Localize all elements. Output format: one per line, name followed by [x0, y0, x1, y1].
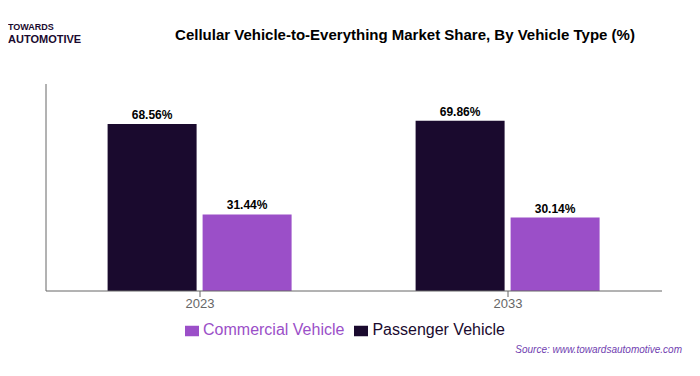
html-text:Commercial Vehicle: Commercial Vehicle [203, 321, 345, 338]
html-text:Cellular Vehicle-to-Everything: Cellular Vehicle-to-Everything Market Sh… [175, 25, 635, 43]
html-text:AUTOMOTIVE: AUTOMOTIVE [8, 32, 82, 45]
svg-text:2023: 2023 [186, 296, 215, 311]
html-text:Passenger Vehicle: Passenger Vehicle [372, 321, 505, 338]
svg-text:69.86%: 69.86% [440, 105, 481, 119]
svg-text:31.44%: 31.44% [227, 198, 268, 212]
svg-text:68.56%: 68.56% [132, 108, 173, 122]
svg-text:2033: 2033 [494, 296, 523, 311]
html-text:Source: www.towardsautomotive.: Source: www.towardsautomotive.com [515, 344, 682, 355]
svg-text:30.14%: 30.14% [535, 202, 576, 216]
html-text:TOWARDS: TOWARDS [8, 22, 54, 32]
